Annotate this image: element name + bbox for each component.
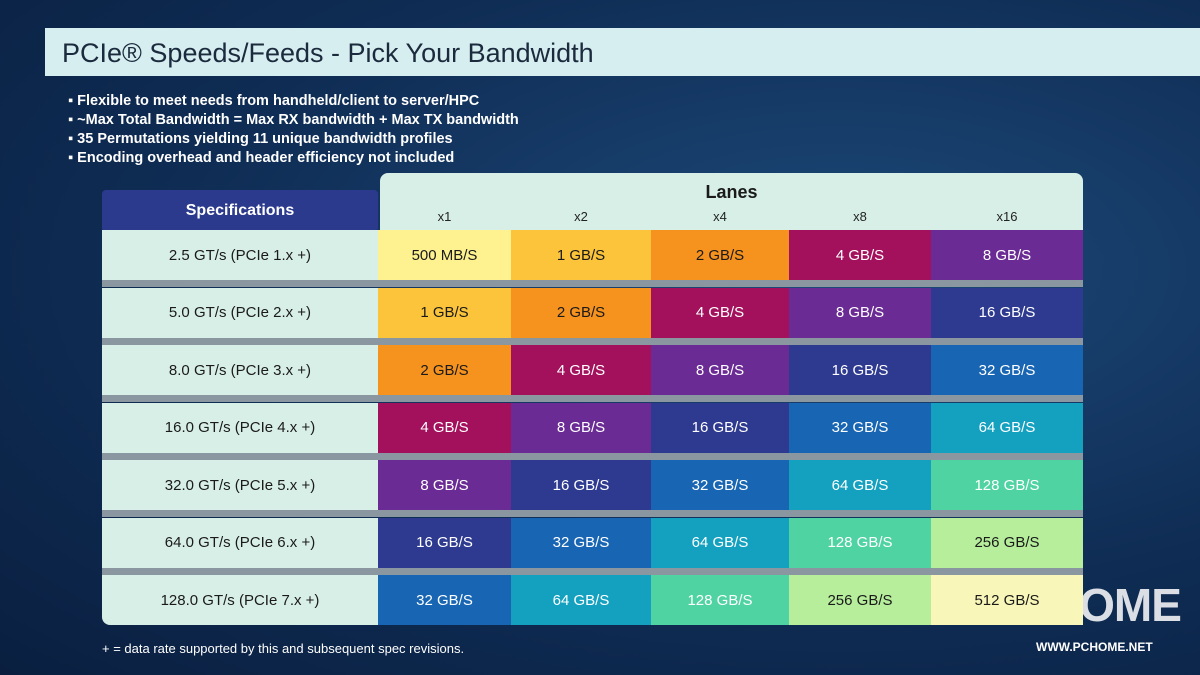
spec-cell: 16.0 GT/s (PCIe 4.x +) (102, 402, 378, 453)
bandwidth-cell: 1 GB/S (378, 287, 511, 338)
bandwidth-cell: 8 GB/S (931, 230, 1083, 280)
spec-cell: 32.0 GT/s (PCIe 5.x +) (102, 460, 378, 510)
bandwidth-cell: 8 GB/S (789, 287, 931, 338)
spec-cell: 128.0 GT/s (PCIe 7.x +) (102, 575, 378, 625)
spec-cell: 2.5 GT/s (PCIe 1.x +) (102, 230, 378, 280)
spec-label: Specifications (102, 190, 378, 232)
bandwidth-cell: 64 GB/S (511, 575, 651, 625)
bandwidth-cell: 4 GB/S (789, 230, 931, 280)
column-header: x1 (437, 209, 452, 224)
spec-cell: 5.0 GT/s (PCIe 2.x +) (102, 287, 378, 338)
bandwidth-cell: 32 GB/S (511, 517, 651, 568)
bullet: 35 Permutations yielding 11 unique bandw… (68, 130, 519, 149)
title-bar (45, 28, 1200, 76)
bandwidth-cell: 128 GB/S (789, 517, 931, 568)
column-header: x2 (574, 209, 588, 224)
row-separator (102, 510, 1083, 517)
column-header: x16 (996, 209, 1018, 224)
bandwidth-cell: 16 GB/S (651, 402, 789, 453)
bandwidth-cell: 8 GB/S (511, 402, 651, 453)
spec-cell: 64.0 GT/s (PCIe 6.x +) (102, 517, 378, 568)
spec-cell: 8.0 GT/s (PCIe 3.x +) (102, 345, 378, 395)
bandwidth-cell: 4 GB/S (651, 287, 789, 338)
bandwidth-cell: 2 GB/S (651, 230, 789, 280)
column-header: x8 (853, 209, 867, 224)
bandwidth-cell: 32 GB/S (789, 402, 931, 453)
bandwidth-cell: 64 GB/S (789, 460, 931, 510)
row-separator (102, 337, 1083, 345)
bandwidth-cell: 32 GB/S (378, 575, 511, 625)
watermark-url: WWW.PCHOME.NET (1036, 640, 1153, 654)
column-header: x4 (713, 209, 727, 224)
bandwidth-cell: 32 GB/S (651, 460, 789, 510)
bandwidth-cell: 16 GB/S (789, 345, 931, 395)
lanes-panel (380, 173, 1083, 230)
bandwidth-cell: 8 GB/S (378, 460, 511, 510)
bandwidth-cell: 500 MB/S (378, 230, 511, 280)
bandwidth-cell: 32 GB/S (931, 345, 1083, 395)
row-separator (102, 452, 1083, 460)
bandwidth-cell: 2 GB/S (511, 287, 651, 338)
bandwidth-cell: 4 GB/S (511, 345, 651, 395)
bandwidth-cell: 16 GB/S (511, 460, 651, 510)
bullets: Flexible to meet needs from handheld/cli… (68, 92, 519, 168)
bandwidth-cell: 128 GB/S (651, 575, 789, 625)
bandwidth-cell: 4 GB/S (378, 402, 511, 453)
title: PCIe® Speeds/Feeds - Pick Your Bandwidth (62, 38, 594, 68)
bandwidth-cell: 128 GB/S (931, 460, 1083, 510)
bandwidth-cell: 256 GB/S (931, 517, 1083, 568)
bandwidth-cell: 256 GB/S (789, 575, 931, 625)
row-separator (102, 567, 1083, 575)
bullet: Flexible to meet needs from handheld/cli… (68, 92, 519, 111)
bandwidth-cell: 2 GB/S (378, 345, 511, 395)
bandwidth-cell: 512 GB/S (931, 575, 1083, 625)
bandwidth-cell: 64 GB/S (651, 517, 789, 568)
bandwidth-cell: 16 GB/S (931, 287, 1083, 338)
row-separator (102, 280, 1083, 287)
lanes-label: Lanes (705, 182, 758, 202)
bullet: ~Max Total Bandwidth = Max RX bandwidth … (68, 111, 519, 130)
bullet: Encoding overhead and header efficiency … (68, 149, 519, 168)
row-separator (102, 395, 1083, 402)
bandwidth-cell: 8 GB/S (651, 345, 789, 395)
bandwidth-cell: 16 GB/S (378, 517, 511, 568)
bandwidth-cell: 1 GB/S (511, 230, 651, 280)
footnote: + = data rate supported by this and subs… (102, 641, 465, 656)
bandwidth-cell: 64 GB/S (931, 402, 1083, 453)
